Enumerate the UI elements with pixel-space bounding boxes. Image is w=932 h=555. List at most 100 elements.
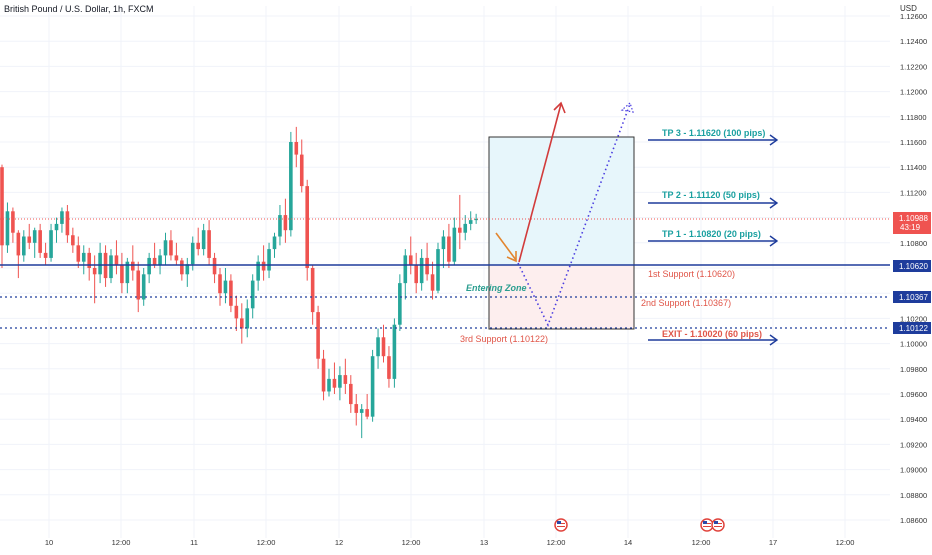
candle-body[interactable] bbox=[327, 378, 331, 392]
candle-body[interactable] bbox=[458, 227, 462, 233]
candle-body[interactable] bbox=[196, 242, 200, 250]
candle-body[interactable] bbox=[87, 252, 91, 268]
candle-body[interactable] bbox=[76, 245, 81, 262]
candle-body[interactable] bbox=[398, 283, 402, 325]
candle-body[interactable] bbox=[283, 215, 288, 231]
candle-body[interactable] bbox=[240, 318, 244, 329]
us-flag-icon[interactable] bbox=[554, 518, 568, 532]
candle-body[interactable] bbox=[180, 260, 184, 275]
candle-body[interactable] bbox=[131, 261, 135, 271]
candle-body[interactable] bbox=[27, 236, 32, 243]
candle-body[interactable] bbox=[299, 154, 304, 187]
candle-body[interactable] bbox=[392, 324, 397, 379]
candle-body[interactable] bbox=[376, 337, 380, 357]
time-axis[interactable]: 10 12:00 11 12:00 12 12:00 13 12:00 14 12:00 17 12:… bbox=[45, 538, 855, 547]
candle-body[interactable] bbox=[65, 211, 70, 236]
candle-body[interactable] bbox=[234, 305, 239, 319]
candle-body[interactable] bbox=[430, 274, 435, 291]
candle-body[interactable] bbox=[289, 142, 293, 231]
candle-body[interactable] bbox=[425, 257, 429, 275]
candle-body[interactable] bbox=[370, 356, 375, 417]
candle-body[interactable] bbox=[250, 280, 255, 309]
profit-zone[interactable] bbox=[489, 137, 634, 265]
candle-body[interactable] bbox=[408, 255, 413, 266]
candle-body[interactable] bbox=[32, 230, 37, 243]
candle-body[interactable] bbox=[310, 268, 315, 313]
candle-body[interactable] bbox=[218, 274, 222, 294]
candle-body[interactable] bbox=[60, 211, 64, 224]
grid bbox=[0, 6, 890, 538]
exit-label: EXIT - 1.10020 (60 pips) bbox=[662, 329, 762, 339]
candle-body[interactable] bbox=[294, 142, 299, 155]
candle-body[interactable] bbox=[43, 252, 48, 258]
candle-body[interactable] bbox=[365, 409, 369, 417]
candle-body[interactable] bbox=[452, 227, 457, 262]
us-flag-icon[interactable] bbox=[711, 518, 725, 532]
candle-body[interactable] bbox=[201, 230, 206, 250]
candle-body[interactable] bbox=[152, 257, 157, 266]
candle-body[interactable] bbox=[272, 236, 277, 250]
candle-body[interactable] bbox=[261, 261, 266, 271]
candle-body[interactable] bbox=[163, 240, 168, 256]
candle-body[interactable] bbox=[403, 255, 408, 284]
candle-body[interactable] bbox=[141, 274, 146, 300]
candle-body[interactable] bbox=[11, 211, 15, 233]
candle-body[interactable] bbox=[316, 312, 320, 359]
candle-body[interactable] bbox=[343, 375, 348, 384]
candle-body[interactable] bbox=[349, 383, 353, 405]
candle-body[interactable] bbox=[92, 268, 97, 275]
candle-body[interactable] bbox=[381, 337, 386, 357]
candle-body[interactable] bbox=[463, 223, 468, 233]
candle-body[interactable] bbox=[120, 265, 124, 284]
candle-body[interactable] bbox=[71, 235, 75, 246]
candle-body[interactable] bbox=[354, 404, 359, 413]
candle-body[interactable] bbox=[332, 378, 337, 388]
candle-body[interactable] bbox=[174, 255, 179, 261]
candle-body[interactable] bbox=[245, 308, 250, 329]
candle-body[interactable] bbox=[54, 223, 59, 231]
candle-body[interactable] bbox=[212, 257, 217, 275]
candle-body[interactable] bbox=[16, 232, 21, 256]
candle-body[interactable] bbox=[5, 211, 10, 246]
candle-body[interactable] bbox=[267, 249, 271, 271]
candle-body[interactable] bbox=[38, 230, 42, 253]
candle-body[interactable] bbox=[436, 249, 440, 291]
us-flag-icon[interactable] bbox=[700, 518, 714, 532]
candle-body[interactable] bbox=[305, 186, 309, 268]
candle-body[interactable] bbox=[190, 242, 195, 265]
candle-body[interactable] bbox=[136, 270, 141, 300]
x-tick-label: 12:00 bbox=[112, 538, 131, 547]
candle-body[interactable] bbox=[109, 255, 113, 279]
candle-body[interactable] bbox=[321, 358, 326, 392]
candle-body[interactable] bbox=[0, 167, 4, 246]
candle-body[interactable] bbox=[441, 236, 446, 250]
candle-body[interactable] bbox=[158, 255, 162, 266]
y-tick-label: 1.09400 bbox=[900, 415, 927, 424]
candle-body[interactable] bbox=[229, 280, 233, 306]
candle-body[interactable] bbox=[468, 220, 473, 224]
candle-body[interactable] bbox=[447, 236, 451, 262]
candle-body[interactable] bbox=[359, 409, 364, 413]
candle-body[interactable] bbox=[185, 264, 190, 275]
candle-body[interactable] bbox=[414, 265, 418, 284]
candle-body[interactable] bbox=[387, 356, 391, 379]
candle-body[interactable] bbox=[474, 218, 478, 221]
candle-body[interactable] bbox=[81, 252, 86, 262]
candle-body[interactable] bbox=[125, 261, 130, 284]
candle-body[interactable] bbox=[256, 261, 260, 281]
down-arrow[interactable] bbox=[495, 232, 517, 261]
candle-body[interactable] bbox=[22, 236, 26, 256]
candle-body[interactable] bbox=[207, 230, 211, 258]
candle-body[interactable] bbox=[98, 252, 102, 275]
candle-body[interactable] bbox=[49, 230, 53, 258]
candle-body[interactable] bbox=[223, 280, 228, 294]
candle-body[interactable] bbox=[169, 240, 173, 256]
up-arrow[interactable] bbox=[518, 103, 562, 263]
candle-body[interactable] bbox=[338, 375, 342, 388]
candle-body[interactable] bbox=[147, 257, 151, 275]
candle-body[interactable] bbox=[278, 215, 282, 237]
candle-body[interactable] bbox=[114, 255, 119, 266]
projected-path-dotted[interactable] bbox=[517, 103, 631, 328]
candle-body[interactable] bbox=[419, 257, 424, 284]
